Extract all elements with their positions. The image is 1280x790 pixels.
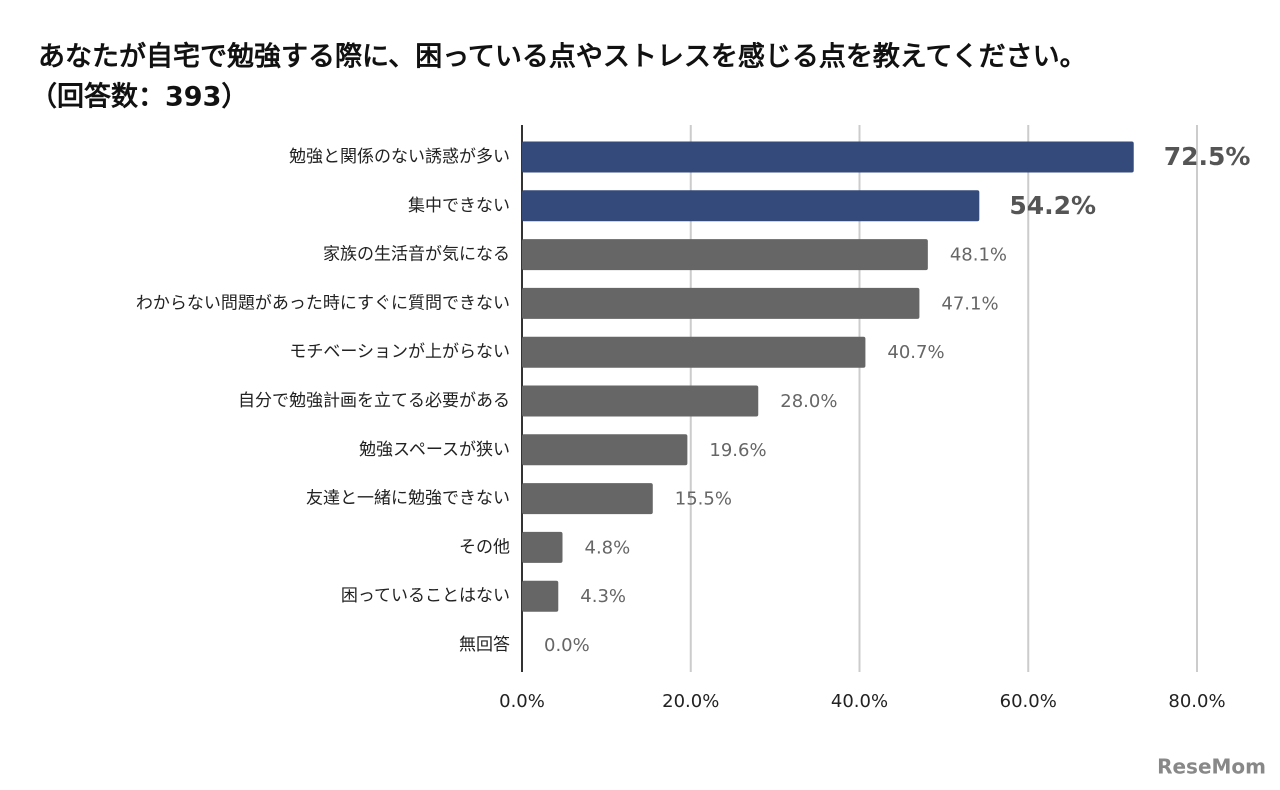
y-tick-label: 友達と一緒に勉強できない	[306, 489, 510, 509]
value-label: 40.7%	[887, 342, 944, 363]
bar	[522, 483, 653, 515]
bar	[522, 434, 688, 466]
bar	[522, 336, 866, 368]
y-tick-label: 勉強と関係のない誘惑が多い	[289, 147, 510, 167]
y-tick-label: モチベーションが上がらない	[289, 342, 510, 362]
bar	[522, 580, 559, 612]
bar	[522, 385, 759, 417]
x-tick-label: 40.0%	[831, 691, 888, 712]
value-label: 19.6%	[709, 440, 766, 461]
y-tick-label: わからない問題があった時にすぐに質問できない	[136, 293, 510, 313]
x-tick-label: 0.0%	[499, 691, 545, 712]
y-tick-label: 家族の生活音が気になる	[323, 245, 510, 265]
x-tick-label: 60.0%	[1000, 691, 1057, 712]
bar	[522, 287, 920, 319]
value-label: 47.1%	[941, 293, 998, 314]
y-tick-label: 勉強スペースが狭い	[359, 440, 510, 460]
value-label: 4.8%	[585, 537, 631, 558]
bar	[522, 239, 928, 271]
value-label: 48.1%	[950, 245, 1007, 266]
value-label: 0.0%	[544, 635, 590, 656]
bar	[522, 190, 980, 222]
value-label: 28.0%	[780, 391, 837, 412]
value-label: 15.5%	[675, 489, 732, 510]
chart-subtitle: （回答数：393）	[30, 81, 248, 113]
y-tick-label: 無回答	[459, 635, 510, 655]
value-label: 72.5%	[1164, 142, 1251, 171]
y-tick-label: 自分で勉強計画を立てる必要がある	[238, 391, 510, 411]
chart-title: あなたが自宅で勉強する際に、困っている点やストレスを感じる点を教えてください。	[38, 41, 1087, 73]
value-label: 4.3%	[580, 586, 626, 607]
x-tick-label: 20.0%	[662, 691, 719, 712]
y-tick-label: 集中できない	[408, 196, 510, 216]
y-tick-label: 困っていることはない	[341, 586, 510, 606]
y-tick-label: その他	[459, 537, 510, 557]
bar	[522, 531, 563, 563]
value-label: 54.2%	[1009, 191, 1096, 220]
bar	[522, 141, 1134, 173]
watermark: ReseMom	[1157, 755, 1266, 779]
x-tick-label: 80.0%	[1168, 691, 1225, 712]
